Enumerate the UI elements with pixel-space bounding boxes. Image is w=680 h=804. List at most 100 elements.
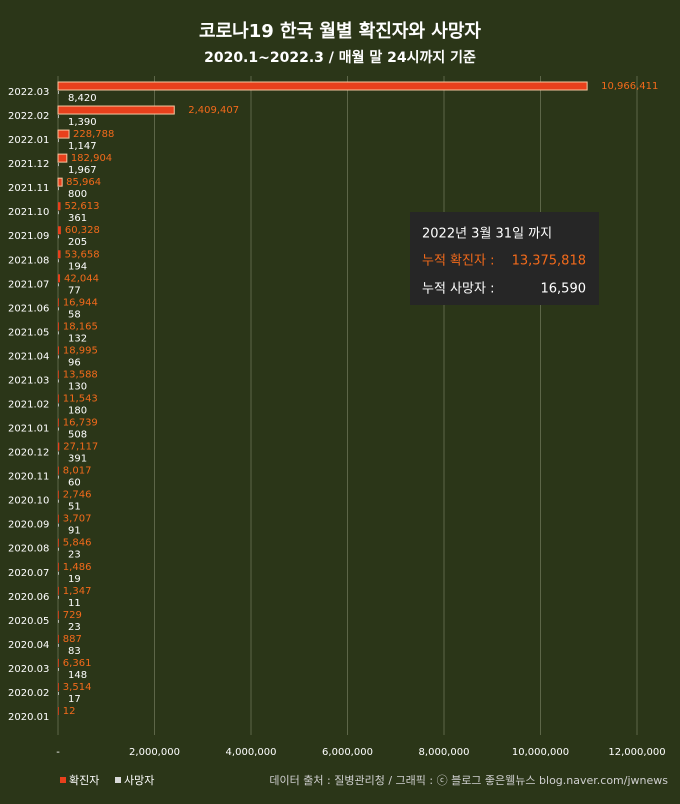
y-tick-label: 2020.06: [8, 592, 49, 603]
value-label: 6,361: [63, 658, 92, 669]
bar: [58, 451, 59, 455]
y-tick-label: 2021.04: [8, 351, 49, 362]
y-tick-label: 2021.12: [8, 159, 49, 170]
bar: [58, 442, 60, 451]
value-label: 729: [63, 610, 82, 621]
y-tick-label: 2021.02: [8, 400, 49, 411]
chart-subtitle: 2020.1~2022.3 / 매월 말 24시까지 기준: [204, 49, 476, 66]
x-tick-label: 10,000,000: [512, 747, 569, 758]
value-label: 11: [68, 598, 81, 609]
bar: [58, 370, 59, 379]
bar: [58, 283, 59, 287]
value-label: 52,613: [65, 201, 100, 212]
value-label: 18,995: [63, 345, 98, 356]
bar: [58, 571, 59, 575]
bar: [58, 490, 59, 499]
value-label: 18,165: [63, 321, 98, 332]
bar: [58, 355, 59, 359]
value-label: 23: [68, 550, 81, 561]
y-tick-label: 2020.08: [8, 544, 49, 555]
y-tick-label: 2022.03: [8, 87, 49, 98]
value-label: 16,739: [63, 418, 98, 429]
y-tick-label: 2020.01: [8, 712, 49, 723]
y-tick-label: 2021.06: [8, 303, 49, 314]
value-label: 182,904: [71, 153, 112, 164]
bar: [58, 91, 59, 94]
bar: [58, 691, 59, 695]
value-label: 205: [68, 237, 87, 248]
value-label: 2,409,407: [188, 105, 239, 116]
bar: [57, 153, 68, 163]
chart-title: 코로나19 한국 월별 확진자와 사망자: [199, 21, 481, 42]
bar: [58, 610, 59, 619]
value-label: 3,514: [63, 682, 92, 693]
bar: [58, 259, 59, 263]
value-label: 148: [68, 670, 87, 681]
bar: [58, 418, 59, 427]
bar: [58, 682, 59, 691]
bar: [58, 187, 59, 191]
summary-confirmed-label: 누적 확진자 :: [422, 254, 494, 269]
value-label: 3,707: [63, 514, 92, 525]
grid: [57, 76, 638, 735]
bar: [58, 226, 61, 235]
bar: [58, 499, 59, 503]
value-label: 91: [68, 526, 81, 537]
bar: [57, 129, 70, 139]
bar: [57, 105, 175, 115]
value-label: 2,746: [63, 490, 92, 501]
summary-title: 2022년 3월 31일 까지: [422, 227, 552, 242]
legend-swatch: [60, 777, 66, 783]
y-tick-label: 2021.11: [8, 183, 49, 194]
value-label: 887: [63, 634, 82, 645]
value-label: 11,543: [63, 394, 98, 405]
value-label: 1,967: [68, 165, 97, 176]
x-tick-label: 8,000,000: [419, 747, 470, 758]
bar: [58, 514, 59, 523]
y-tick-label: 2020.05: [8, 616, 49, 627]
value-label: 228,788: [73, 129, 114, 140]
value-label: 16,944: [63, 297, 98, 308]
x-tick-label: 6,000,000: [322, 747, 373, 758]
y-tick-label: 2020.12: [8, 448, 49, 459]
value-label: 1,347: [63, 586, 92, 597]
value-label: 85,964: [66, 177, 101, 188]
value-label: 391: [68, 454, 87, 465]
legend-swatch: [115, 777, 121, 783]
bar: [58, 250, 61, 259]
value-label: 361: [68, 213, 87, 224]
bar: [58, 322, 59, 331]
value-label: 60,328: [65, 225, 100, 236]
bar: [58, 379, 59, 383]
source: 데이터 출처 : 질병관리청 / 그래픽 : ⓒ 블로그 좋은웰뉴스 blog.…: [269, 774, 668, 787]
bar: [58, 202, 61, 211]
y-tick-label: 2021.03: [8, 375, 49, 386]
value-label: 800: [68, 189, 87, 200]
bar: [58, 667, 59, 671]
y-tick-label: 2020.02: [8, 688, 49, 699]
y-tick-label: 2022.02: [8, 111, 49, 122]
bar: [58, 331, 59, 335]
bar: [58, 298, 59, 307]
y-tick-label: 2021.01: [8, 424, 49, 435]
bar: [58, 307, 59, 311]
bar: [57, 177, 63, 187]
value-label: 194: [68, 261, 87, 272]
value-label: 1,390: [68, 117, 97, 128]
value-label: 13,588: [63, 369, 98, 380]
bar: [58, 139, 59, 143]
bar: [58, 466, 59, 475]
y-tick-label: 2021.07: [8, 279, 49, 290]
bar: [58, 403, 59, 407]
bar: [58, 562, 59, 571]
bar: [58, 619, 59, 623]
summary-deaths-label: 누적 사망자 :: [422, 282, 494, 297]
value-label: 508: [68, 430, 87, 441]
value-label: 130: [68, 381, 87, 392]
bar: [58, 586, 59, 595]
bar: [58, 658, 59, 667]
summary-box-bg: [410, 212, 599, 305]
bar: [58, 595, 59, 599]
y-tick-label: 2021.08: [8, 255, 49, 266]
value-label: 1,147: [68, 141, 97, 152]
